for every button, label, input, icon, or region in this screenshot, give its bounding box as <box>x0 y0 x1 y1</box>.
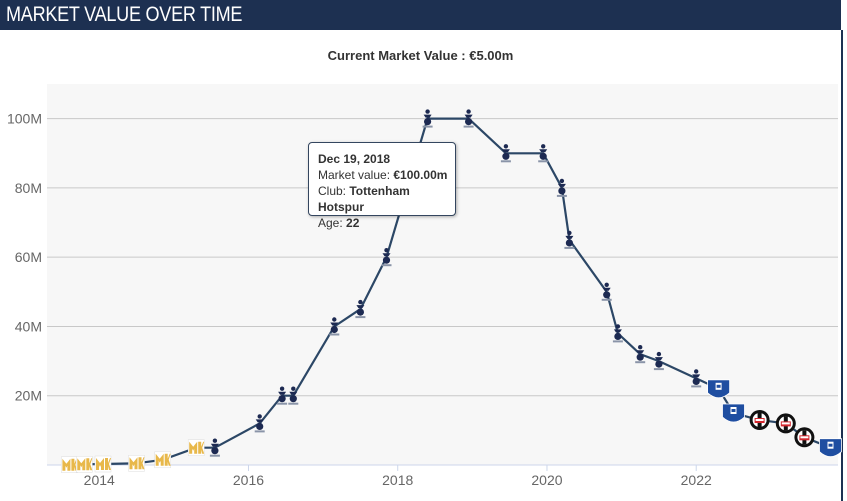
y-tick-label: 60M <box>15 249 42 265</box>
tottenham-crest-icon[interactable] <box>381 248 392 267</box>
everton-crest-icon[interactable] <box>819 438 842 458</box>
tottenham-crest-icon[interactable] <box>254 414 265 433</box>
tooltip-age: 22 <box>346 216 360 230</box>
tottenham-crest-icon[interactable] <box>691 369 702 388</box>
tottenham-crest-icon[interactable] <box>288 386 299 405</box>
tottenham-crest-icon[interactable] <box>564 230 575 249</box>
current-market-value: Current Market Value : €5.00m <box>327 48 514 63</box>
data-point-markers[interactable] <box>61 109 842 473</box>
everton-crest-icon[interactable] <box>707 379 730 399</box>
tottenham-crest-icon[interactable] <box>422 109 433 128</box>
y-axis-tick-labels: 20M 40M 60M 80M 100M <box>7 111 42 404</box>
mk-dons-crest-icon[interactable] <box>154 451 171 469</box>
mk-dons-crest-icon[interactable] <box>94 455 112 473</box>
tottenham-crest-icon[interactable] <box>329 317 340 336</box>
data-point-tooltip: Dec 19, 2018 Market value: €100.00m Club… <box>308 142 456 230</box>
tottenham-crest-icon[interactable] <box>556 178 567 197</box>
y-tick-label: 100M <box>7 111 42 127</box>
y-tick-label: 40M <box>15 318 42 334</box>
tottenham-crest-icon[interactable] <box>355 299 366 319</box>
tooltip-date: Dec 19, 2018 <box>318 152 391 166</box>
mk-dons-crest-icon[interactable] <box>187 439 205 456</box>
tottenham-crest-icon[interactable] <box>463 109 474 128</box>
everton-crest-icon[interactable] <box>722 403 745 423</box>
mk-dons-crest-icon[interactable] <box>128 455 145 472</box>
y-tick-label: 20M <box>15 388 42 404</box>
tottenham-crest-icon[interactable] <box>612 324 623 343</box>
x-tick-label: 2020 <box>531 472 562 488</box>
tooltip-age-label: Age: <box>318 216 347 230</box>
besiktas-crest-icon[interactable] <box>749 410 770 430</box>
x-tick-label: 2018 <box>382 472 413 488</box>
tottenham-crest-icon[interactable] <box>277 386 288 405</box>
tottenham-crest-icon[interactable] <box>601 282 612 301</box>
x-tick-label: 2014 <box>84 472 115 488</box>
besiktas-crest-icon[interactable] <box>775 413 796 434</box>
mk-dons-crest-icon[interactable] <box>76 456 93 473</box>
tooltip-market-value-label: Market value: <box>318 168 394 182</box>
section-header: MARKET VALUE OVER TIME <box>0 0 841 30</box>
mk-dons-crest-icon[interactable] <box>61 456 78 473</box>
tooltip-club-label: Club: <box>318 184 350 198</box>
tottenham-crest-icon[interactable] <box>209 438 220 457</box>
tooltip-club: Tottenham Hotspur <box>318 184 410 214</box>
tottenham-crest-icon[interactable] <box>635 345 646 364</box>
tottenham-crest-icon[interactable] <box>500 144 511 163</box>
y-tick-label: 80M <box>15 180 42 196</box>
tottenham-crest-icon[interactable] <box>653 351 664 371</box>
section-title: MARKET VALUE OVER TIME <box>6 3 243 26</box>
tooltip-market-value: €100.00m <box>393 168 448 182</box>
besiktas-crest-icon[interactable] <box>794 427 815 448</box>
tottenham-crest-icon[interactable] <box>538 144 549 163</box>
panel-border <box>841 30 843 501</box>
x-axis-tick-labels: 2014 2016 2018 2020 2022 <box>84 465 712 488</box>
x-tick-label: 2016 <box>233 472 264 488</box>
x-tick-label: 2022 <box>681 472 712 488</box>
